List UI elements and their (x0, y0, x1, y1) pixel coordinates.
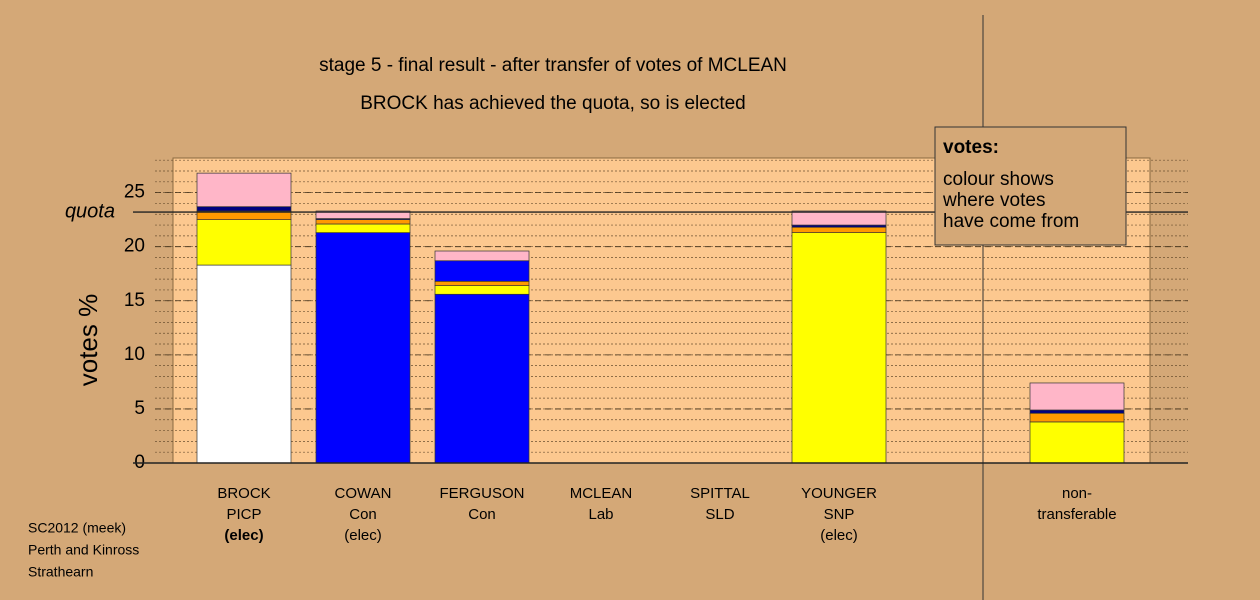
x-tick-label: Lab (588, 506, 613, 523)
bar-segment (791, 226, 887, 233)
note-line: have come from (943, 211, 1079, 232)
x-tick-label: BROCK (217, 485, 270, 502)
x-tick-label: Con (468, 506, 496, 523)
bar-segment (434, 260, 530, 282)
bar-segment (791, 210, 887, 226)
x-tick-label: YOUNGER (801, 485, 877, 502)
note-box (934, 126, 1127, 246)
x-tick-label: (elec) (820, 527, 858, 544)
y-tick-label: 25 (124, 182, 145, 203)
x-tick-label: (elec) (224, 527, 263, 544)
x-tick-label: SNP (824, 506, 855, 523)
bar-segment (1029, 382, 1125, 411)
footer-line: Perth and Kinross (28, 542, 139, 558)
bar-segment (315, 232, 411, 464)
x-tick-label: (elec) (344, 527, 382, 544)
x-tick-label: SPITTAL (690, 485, 750, 502)
bar-segment (196, 264, 292, 464)
x-tick-label: non- (1062, 485, 1092, 502)
x-tick-label: MCLEAN (570, 485, 633, 502)
y-tick-label: 20 (124, 236, 145, 257)
note-title: votes: (943, 137, 999, 158)
bar-segment (196, 206, 292, 212)
x-tick-label: transferable (1037, 506, 1116, 523)
bar-segment (315, 210, 411, 219)
bar-segment (1029, 409, 1125, 414)
y-tick-label: 10 (124, 344, 145, 365)
bar-segment (434, 293, 530, 464)
y-axis-label: votes % (73, 294, 103, 387)
bar-segment (196, 172, 292, 208)
bar-segment (434, 250, 530, 262)
bar-segment (315, 223, 411, 233)
bar-segment (434, 280, 530, 286)
x-tick-label: FERGUSON (439, 485, 524, 502)
note-line: colour shows (943, 169, 1054, 190)
x-tick-label: COWAN (335, 485, 392, 502)
x-tick-label: Con (349, 506, 377, 523)
y-tick-label: 5 (134, 398, 145, 419)
bar-segment (1029, 412, 1125, 423)
y-tick-label: 15 (124, 290, 145, 311)
bar-segment (434, 285, 530, 295)
chart-title: stage 5 - final result - after transfer … (319, 55, 787, 76)
footer-line: SC2012 (meek) (28, 520, 126, 536)
note-line: where votes (942, 190, 1045, 211)
quota-label: quota (65, 200, 115, 222)
x-tick-label: PICP (226, 506, 261, 523)
bar-segment (196, 219, 292, 266)
bar-segment (1029, 421, 1125, 464)
chart-subtitle: BROCK has achieved the quota, so is elec… (360, 93, 746, 114)
bar-segment (315, 219, 411, 225)
bar-segment (791, 232, 887, 464)
footer-line: Strathearn (28, 564, 93, 580)
x-tick-label: SLD (705, 506, 734, 523)
